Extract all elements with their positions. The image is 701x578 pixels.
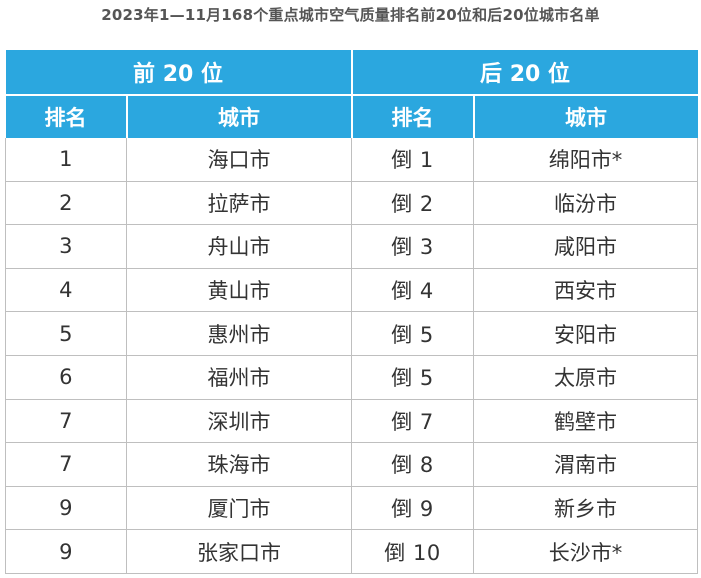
top-city-cell: 深圳市 — [126, 399, 352, 444]
bottom-city-cell: 临汾市 — [473, 181, 698, 226]
top-rank-cell: 6 — [5, 355, 127, 400]
table-row: 4 黄山市倒 4 西安市 — [5, 268, 698, 313]
top-city-cell: 厦门市 — [126, 486, 352, 531]
top-rank-cell: 9 — [5, 486, 127, 531]
bottom-city-cell: 鹤壁市 — [473, 399, 698, 444]
bottom-rank-cell: 倒 8 — [351, 442, 474, 487]
table-row: 6 福州市倒 5 太原市 — [5, 355, 698, 400]
top-rank-cell: 3 — [5, 224, 127, 269]
table-row: 5 惠州市倒 5 安阳市 — [5, 311, 698, 356]
top-city-cell: 珠海市 — [126, 442, 352, 487]
column-header-row: 排名 城市 排名 城市 — [5, 95, 698, 138]
table-body: 1 海口市倒 1 绵阳市* 2 拉萨市倒 2 临汾市 3 舟山市倒 3 咸阳市 4 黄山市倒 4 西安… — [5, 138, 698, 574]
top-city-cell: 黄山市 — [126, 268, 352, 313]
top-city-cell: 海口市 — [126, 138, 352, 182]
table-row: 9 张家口市倒 10 长沙市* — [5, 529, 698, 574]
bottom-city-cell: 西安市 — [473, 268, 698, 313]
top-rank-cell: 1 — [5, 138, 127, 182]
top-city-cell: 拉萨市 — [126, 181, 352, 226]
column-header-bottom-city: 城市 — [473, 95, 698, 138]
table-row: 1 海口市倒 1 绵阳市* — [5, 138, 698, 182]
bottom-rank-cell: 倒 3 — [351, 224, 474, 269]
column-header-bottom-rank: 排名 — [351, 95, 475, 138]
top-city-cell: 福州市 — [126, 355, 352, 400]
column-header-top-rank: 排名 — [5, 95, 128, 138]
column-header-top-city: 城市 — [126, 95, 353, 138]
group-header-row: 前 20 位 后 20 位 — [5, 50, 698, 96]
bottom-city-cell: 太原市 — [473, 355, 698, 400]
top-rank-cell: 7 — [5, 442, 127, 487]
bottom-rank-cell: 倒 4 — [351, 268, 474, 313]
table-row: 9 厦门市倒 9 新乡市 — [5, 486, 698, 531]
bottom-rank-cell: 倒 9 — [351, 486, 474, 531]
page-title: 2023年1—11月168个重点城市空气质量排名前20位和后20位城市名单 — [101, 6, 600, 24]
top-rank-cell: 5 — [5, 311, 127, 356]
top-rank-cell: 4 — [5, 268, 127, 313]
table-row: 3 舟山市倒 3 咸阳市 — [5, 224, 698, 269]
group-header-bottom: 后 20 位 — [351, 50, 698, 96]
table-row: 2 拉萨市倒 2 临汾市 — [5, 181, 698, 226]
bottom-rank-cell: 倒 1 — [351, 138, 474, 182]
bottom-rank-cell: 倒 7 — [351, 399, 474, 444]
bottom-city-cell: 绵阳市* — [473, 138, 698, 182]
bottom-city-cell: 安阳市 — [473, 311, 698, 356]
bottom-city-cell: 咸阳市 — [473, 224, 698, 269]
bottom-city-cell: 长沙市* — [473, 529, 698, 574]
top-rank-cell: 9 — [5, 529, 127, 574]
top-rank-cell: 2 — [5, 181, 127, 226]
bottom-rank-cell: 倒 5 — [351, 355, 474, 400]
bottom-rank-cell: 倒 2 — [351, 181, 474, 226]
top-city-cell: 惠州市 — [126, 311, 352, 356]
bottom-city-cell: 渭南市 — [473, 442, 698, 487]
bottom-rank-cell: 倒 5 — [351, 311, 474, 356]
table-row: 7 珠海市倒 8 渭南市 — [5, 442, 698, 487]
top-city-cell: 舟山市 — [126, 224, 352, 269]
top-rank-cell: 7 — [5, 399, 127, 444]
table-row: 7 深圳市倒 7 鹤壁市 — [5, 399, 698, 444]
ranking-table: 前 20 位 后 20 位 排名 城市 排名 城市 1 海口市倒 1 绵阳市* 2 拉萨… — [5, 50, 698, 574]
group-header-top: 前 20 位 — [5, 50, 353, 96]
top-city-cell: 张家口市 — [126, 529, 352, 574]
bottom-city-cell: 新乡市 — [473, 486, 698, 531]
bottom-rank-cell: 倒 10 — [351, 529, 474, 574]
